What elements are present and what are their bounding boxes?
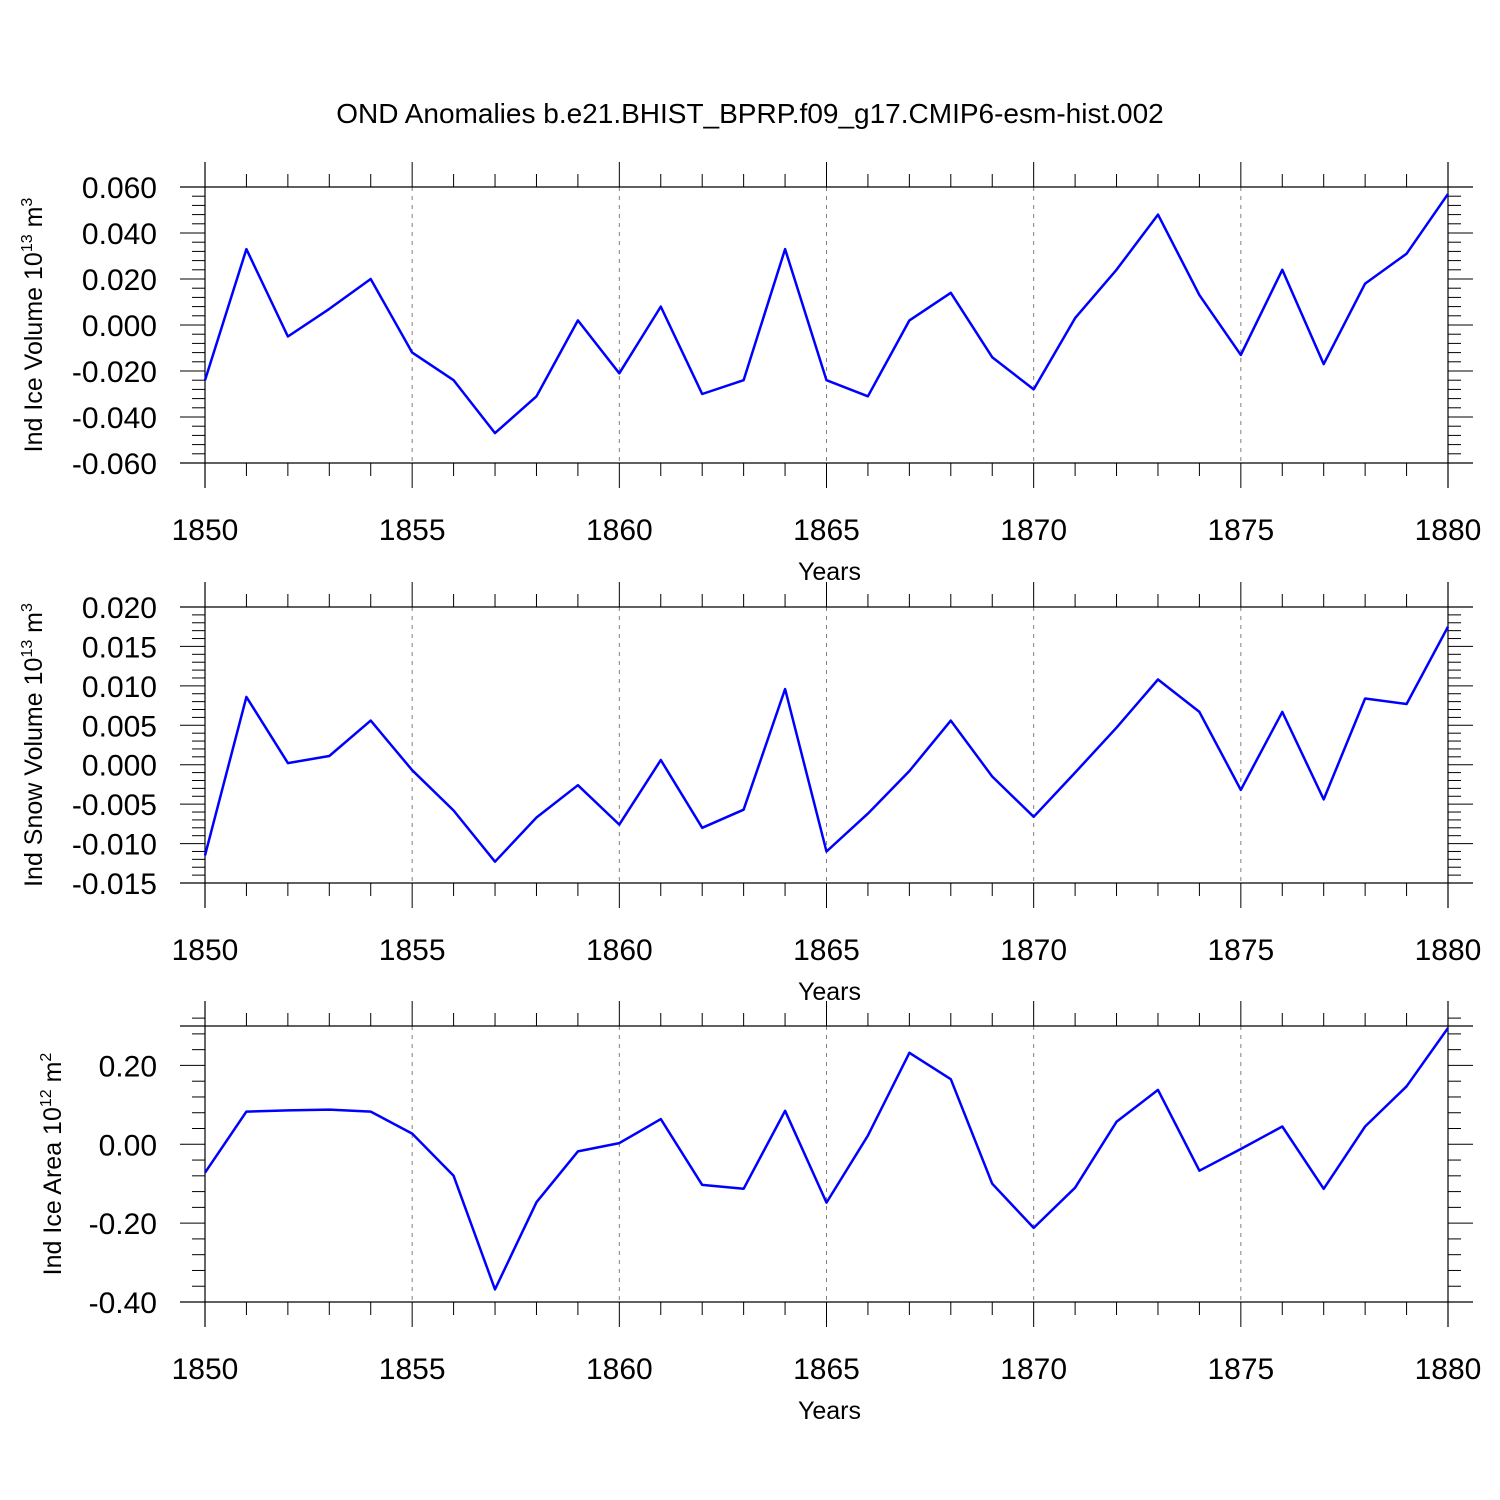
x-tick-label: 1870 [1000, 514, 1067, 547]
x-tick-label: 1870 [1000, 1353, 1067, 1386]
x-tick-label: 1865 [793, 514, 860, 547]
x-tick-label: 1860 [586, 514, 653, 547]
x-tick-label: 1865 [793, 934, 860, 967]
x-tick-label: 1870 [1000, 934, 1067, 967]
y-tick-label: 0.015 [82, 631, 157, 664]
x-tick-label: 1875 [1207, 514, 1274, 547]
chart-title: OND Anomalies b.e21.BHIST_BPRP.f09_g17.C… [336, 98, 1164, 129]
snow-volume-panel: 1850 1855 1860 1865 1870 1875 1880 -0.015 -0.010… [19, 582, 1481, 1006]
ice-volume-panel: 1850 1855 1860 1865 1870 1875 1880 -0.060 -0.040… [19, 162, 1481, 586]
y-axis-label: Ind Snow Volume 1013 m3 [19, 603, 48, 887]
y-tick-label: -0.010 [72, 829, 157, 862]
x-tick-label: 1855 [379, 934, 446, 967]
y-tick-label: 0.020 [82, 264, 157, 297]
ice-area-panel: 1850 1855 1860 1865 1870 1875 1880 -0.40 -0.20 0.… [38, 1001, 1481, 1425]
x-tick-label: 1850 [172, 514, 239, 547]
x-axis-label: Years [798, 978, 861, 1006]
x-tick-label: 1875 [1207, 1353, 1274, 1386]
x-tick-label: 1855 [379, 1353, 446, 1386]
y-tick-label: -0.040 [72, 402, 157, 435]
y-tick-label: 0.010 [82, 671, 157, 704]
y-tick-label: 0.020 [82, 592, 157, 625]
x-tick-label: 1850 [172, 934, 239, 967]
x-axis-label: Years [798, 1397, 861, 1425]
y-tick-label: -0.060 [72, 448, 157, 481]
x-tick-label: 1860 [586, 934, 653, 967]
y-tick-label: 0.20 [99, 1050, 157, 1083]
y-tick-label: 0.00 [99, 1129, 157, 1162]
y-axis-label: Ind Ice Area 1012 m2 [38, 1053, 67, 1276]
x-tick-label: 1860 [586, 1353, 653, 1386]
x-tick-label: 1850 [172, 1353, 239, 1386]
y-tick-label: -0.015 [72, 868, 157, 901]
y-tick-label: 0.060 [82, 172, 157, 205]
x-tick-label: 1880 [1415, 1353, 1482, 1386]
x-tick-label: 1875 [1207, 934, 1274, 967]
x-tick-label: 1855 [379, 514, 446, 547]
x-tick-label: 1880 [1415, 514, 1482, 547]
y-tick-label: -0.20 [89, 1208, 157, 1241]
series-line [203, 1027, 1450, 1291]
x-tick-label: 1880 [1415, 934, 1482, 967]
y-tick-label: -0.020 [72, 356, 157, 389]
y-tick-label: 0.040 [82, 218, 157, 251]
y-tick-label: 0.005 [82, 710, 157, 743]
y-tick-label: -0.40 [89, 1287, 157, 1320]
y-axis-label: Ind Ice Volume 1013 m3 [19, 198, 48, 453]
x-axis-label: Years [798, 558, 861, 586]
y-tick-label: 0.000 [82, 310, 157, 343]
x-tick-label: 1865 [793, 1353, 860, 1386]
y-tick-label: -0.005 [72, 789, 157, 822]
y-tick-label: 0.000 [82, 750, 157, 783]
